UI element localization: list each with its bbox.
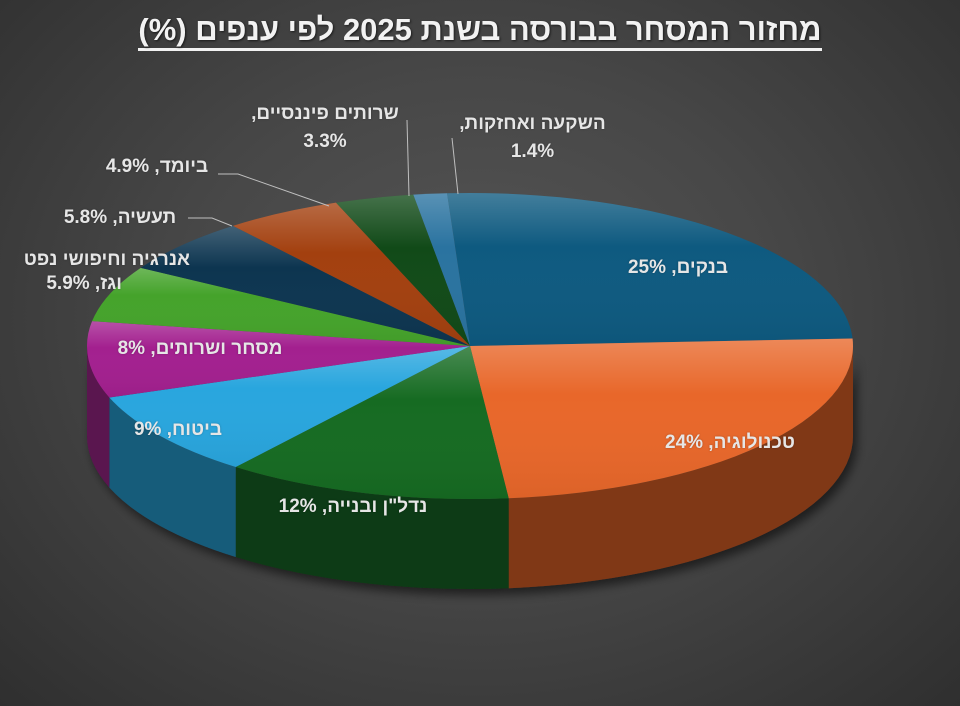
chart-title-text: מחזור המסחר בבורסה בשנת 2025 לפי ענפים (… xyxy=(138,12,822,51)
leader-lines xyxy=(188,119,459,227)
pie-sides xyxy=(87,346,853,589)
leader-line-industry xyxy=(188,217,233,227)
pie-slice-gloss xyxy=(235,346,509,499)
label-industry-name: תעשיה xyxy=(117,207,177,228)
label-finserv-line1: שרותים פיננסיים, xyxy=(251,103,399,124)
label-tech-value: 24% xyxy=(665,432,704,453)
label-realestate-value: 12% xyxy=(278,496,317,517)
pie-slice-gloss xyxy=(92,267,471,346)
pie-slice-gloss xyxy=(140,225,470,346)
pie-slice-side xyxy=(235,467,509,589)
leader-line-finserv xyxy=(406,119,410,197)
label-finserv: שרותים פיננסיים, 3.3% xyxy=(240,102,410,154)
label-banks: בנקים, 25% xyxy=(627,257,729,278)
pie-slice-side xyxy=(109,397,236,558)
label-invest: השקעה ואחזקות, 1.4% xyxy=(450,112,615,164)
label-energy-line2: וגז, 5.9% xyxy=(46,273,122,294)
label-tech: טכנולוגיה, 24% xyxy=(665,432,795,453)
label-insurance: ביטוח, 9% xyxy=(133,419,223,440)
label-realestate: נדל"ן ובנייה, 12% xyxy=(278,496,428,517)
label-banks-name: בנקים xyxy=(676,257,729,278)
chart-title: מחזור המסחר בבורסה בשנת 2025 לפי ענפים (… xyxy=(0,8,960,52)
label-finserv-line2: 3.3% xyxy=(303,131,347,152)
label-tech-name: טכנולוגיה xyxy=(713,432,795,453)
pie-slice-side xyxy=(87,346,110,488)
label-trade-name: מסחר ושרותים xyxy=(155,338,283,359)
label-insurance-value: 9% xyxy=(133,419,162,440)
pie-slice-gloss xyxy=(413,193,470,346)
label-industry-value: 5.8% xyxy=(63,207,108,228)
label-energy: אנרגיה וחיפושי נפט וגז, 5.9% xyxy=(0,248,190,296)
label-biomed-name: ביומד xyxy=(159,156,209,177)
pie-slice-gloss xyxy=(470,338,853,499)
pie-slice-gloss xyxy=(447,193,853,346)
label-realestate-name: נדל"ן ובנייה xyxy=(327,496,428,517)
label-trade-value: 8% xyxy=(117,338,146,359)
pie-slice-gloss xyxy=(109,346,471,468)
label-insurance-name: ביטוח xyxy=(172,419,223,440)
label-banks-value: 25% xyxy=(627,257,667,278)
label-trade: מסחר ושרותים, 8% xyxy=(117,338,283,359)
label-energy-line1: אנרגיה וחיפושי נפט xyxy=(23,249,190,270)
pie-slice-gloss xyxy=(86,321,470,398)
pie-slices xyxy=(86,193,853,499)
label-biomed-value: 4.9% xyxy=(105,156,150,177)
label-industry: תעשיה, 5.8% xyxy=(63,207,177,228)
label-invest-line2: 1.4% xyxy=(510,141,555,162)
label-biomed: ביומד, 4.9% xyxy=(105,156,209,177)
pie-slice-gloss xyxy=(232,202,470,346)
leader-line-invest xyxy=(451,137,459,195)
leader-line-biomed xyxy=(218,173,330,207)
pie-slice-gloss xyxy=(336,194,470,346)
pie-slice-side xyxy=(508,346,853,589)
label-invest-line1: השקעה ואחזקות, xyxy=(459,113,606,134)
